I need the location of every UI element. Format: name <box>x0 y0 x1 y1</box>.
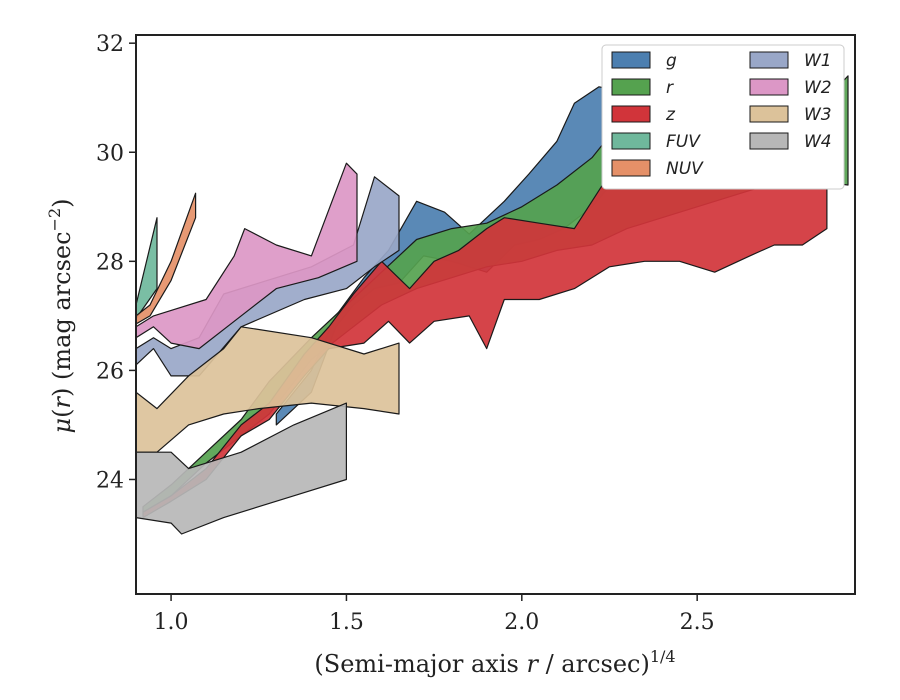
x-tick-label: 2.5 <box>680 610 715 635</box>
legend-label-g: g <box>666 51 677 71</box>
band-fuv <box>136 217 158 320</box>
band-nuv <box>136 192 197 325</box>
y-tick-label: 28 <box>96 250 124 275</box>
legend-swatch-nuv <box>611 159 651 177</box>
legend: grz FUV NUV W1 W2 W3 W4 <box>601 44 845 190</box>
legend-swatch-z <box>611 105 651 123</box>
y-axis-label: μ(r) (mag arcsec−2) <box>45 198 76 433</box>
x-tick-label: 1.0 <box>154 610 189 635</box>
legend-swatch-fuv <box>611 132 651 150</box>
legend-label-nuv: NUV <box>666 159 704 179</box>
legend-swatch-w3 <box>749 105 789 123</box>
band-w2 <box>136 162 358 350</box>
y-tick-label: 30 <box>96 141 124 166</box>
legend-label-r: r <box>666 78 674 98</box>
y-tick-label: 24 <box>96 468 124 493</box>
y-tick-label: 26 <box>96 359 124 384</box>
y-axis-ticks: 24 26 28 30 32 <box>96 32 136 493</box>
legend-swatch-g <box>611 51 651 69</box>
legend-label-w3: W3 <box>804 105 832 125</box>
x-tick-label: 1.5 <box>329 610 364 635</box>
plot-frame <box>135 34 856 595</box>
legend-swatch-w2 <box>749 78 789 96</box>
y-tick-label: 32 <box>96 32 124 57</box>
legend-swatch-w4 <box>749 132 789 150</box>
x-axis-label: (Semi-major axis r / arcsec)1/4 <box>314 647 675 678</box>
legend-label-w2: W2 <box>804 78 832 98</box>
legend-label-w4: W4 <box>804 132 832 152</box>
legend-label-w1: W1 <box>804 51 832 71</box>
x-axis-ticks: 1.0 1.5 2.0 2.5 <box>154 594 715 635</box>
band-w3 <box>136 326 400 453</box>
legend-label-z: z <box>665 105 676 125</box>
legend-label-fuv: FUV <box>666 132 701 152</box>
x-tick-label: 2.0 <box>504 610 539 635</box>
legend-swatch-r <box>611 78 651 96</box>
band-w4 <box>136 402 347 535</box>
legend-swatch-w1 <box>749 51 789 69</box>
